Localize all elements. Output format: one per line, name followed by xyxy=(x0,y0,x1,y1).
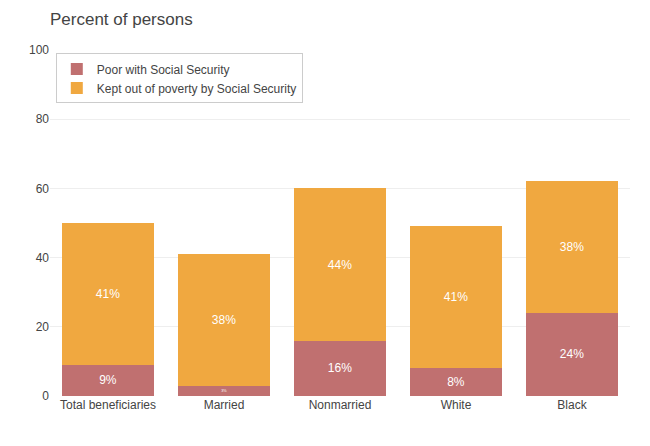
svg-text:Black: Black xyxy=(557,398,587,412)
svg-text:24%: 24% xyxy=(560,347,584,361)
svg-text:41%: 41% xyxy=(444,290,468,304)
svg-text:Nonmarried: Nonmarried xyxy=(309,398,372,412)
svg-text:Percent of persons: Percent of persons xyxy=(50,10,193,29)
svg-text:20: 20 xyxy=(36,320,50,334)
svg-text:9%: 9% xyxy=(99,373,117,387)
svg-text:Poor with Social Security: Poor with Social Security xyxy=(97,63,230,77)
svg-text:44%: 44% xyxy=(328,258,352,272)
svg-text:41%: 41% xyxy=(96,287,120,301)
svg-text:Total beneficiaries: Total beneficiaries xyxy=(60,398,156,412)
svg-text:White: White xyxy=(441,398,472,412)
svg-text:3%: 3% xyxy=(221,389,227,393)
svg-text:8%: 8% xyxy=(447,375,465,389)
svg-text:38%: 38% xyxy=(212,313,236,327)
svg-text:38%: 38% xyxy=(560,240,584,254)
svg-text:Married: Married xyxy=(204,398,245,412)
svg-text:40: 40 xyxy=(36,251,50,265)
svg-text:0: 0 xyxy=(42,389,49,403)
svg-text:Kept out of poverty by Social: Kept out of poverty by Social Security xyxy=(97,82,296,96)
svg-text:16%: 16% xyxy=(328,361,352,375)
svg-text:60: 60 xyxy=(36,182,50,196)
svg-text:80: 80 xyxy=(36,112,50,126)
svg-text:100: 100 xyxy=(29,43,49,57)
